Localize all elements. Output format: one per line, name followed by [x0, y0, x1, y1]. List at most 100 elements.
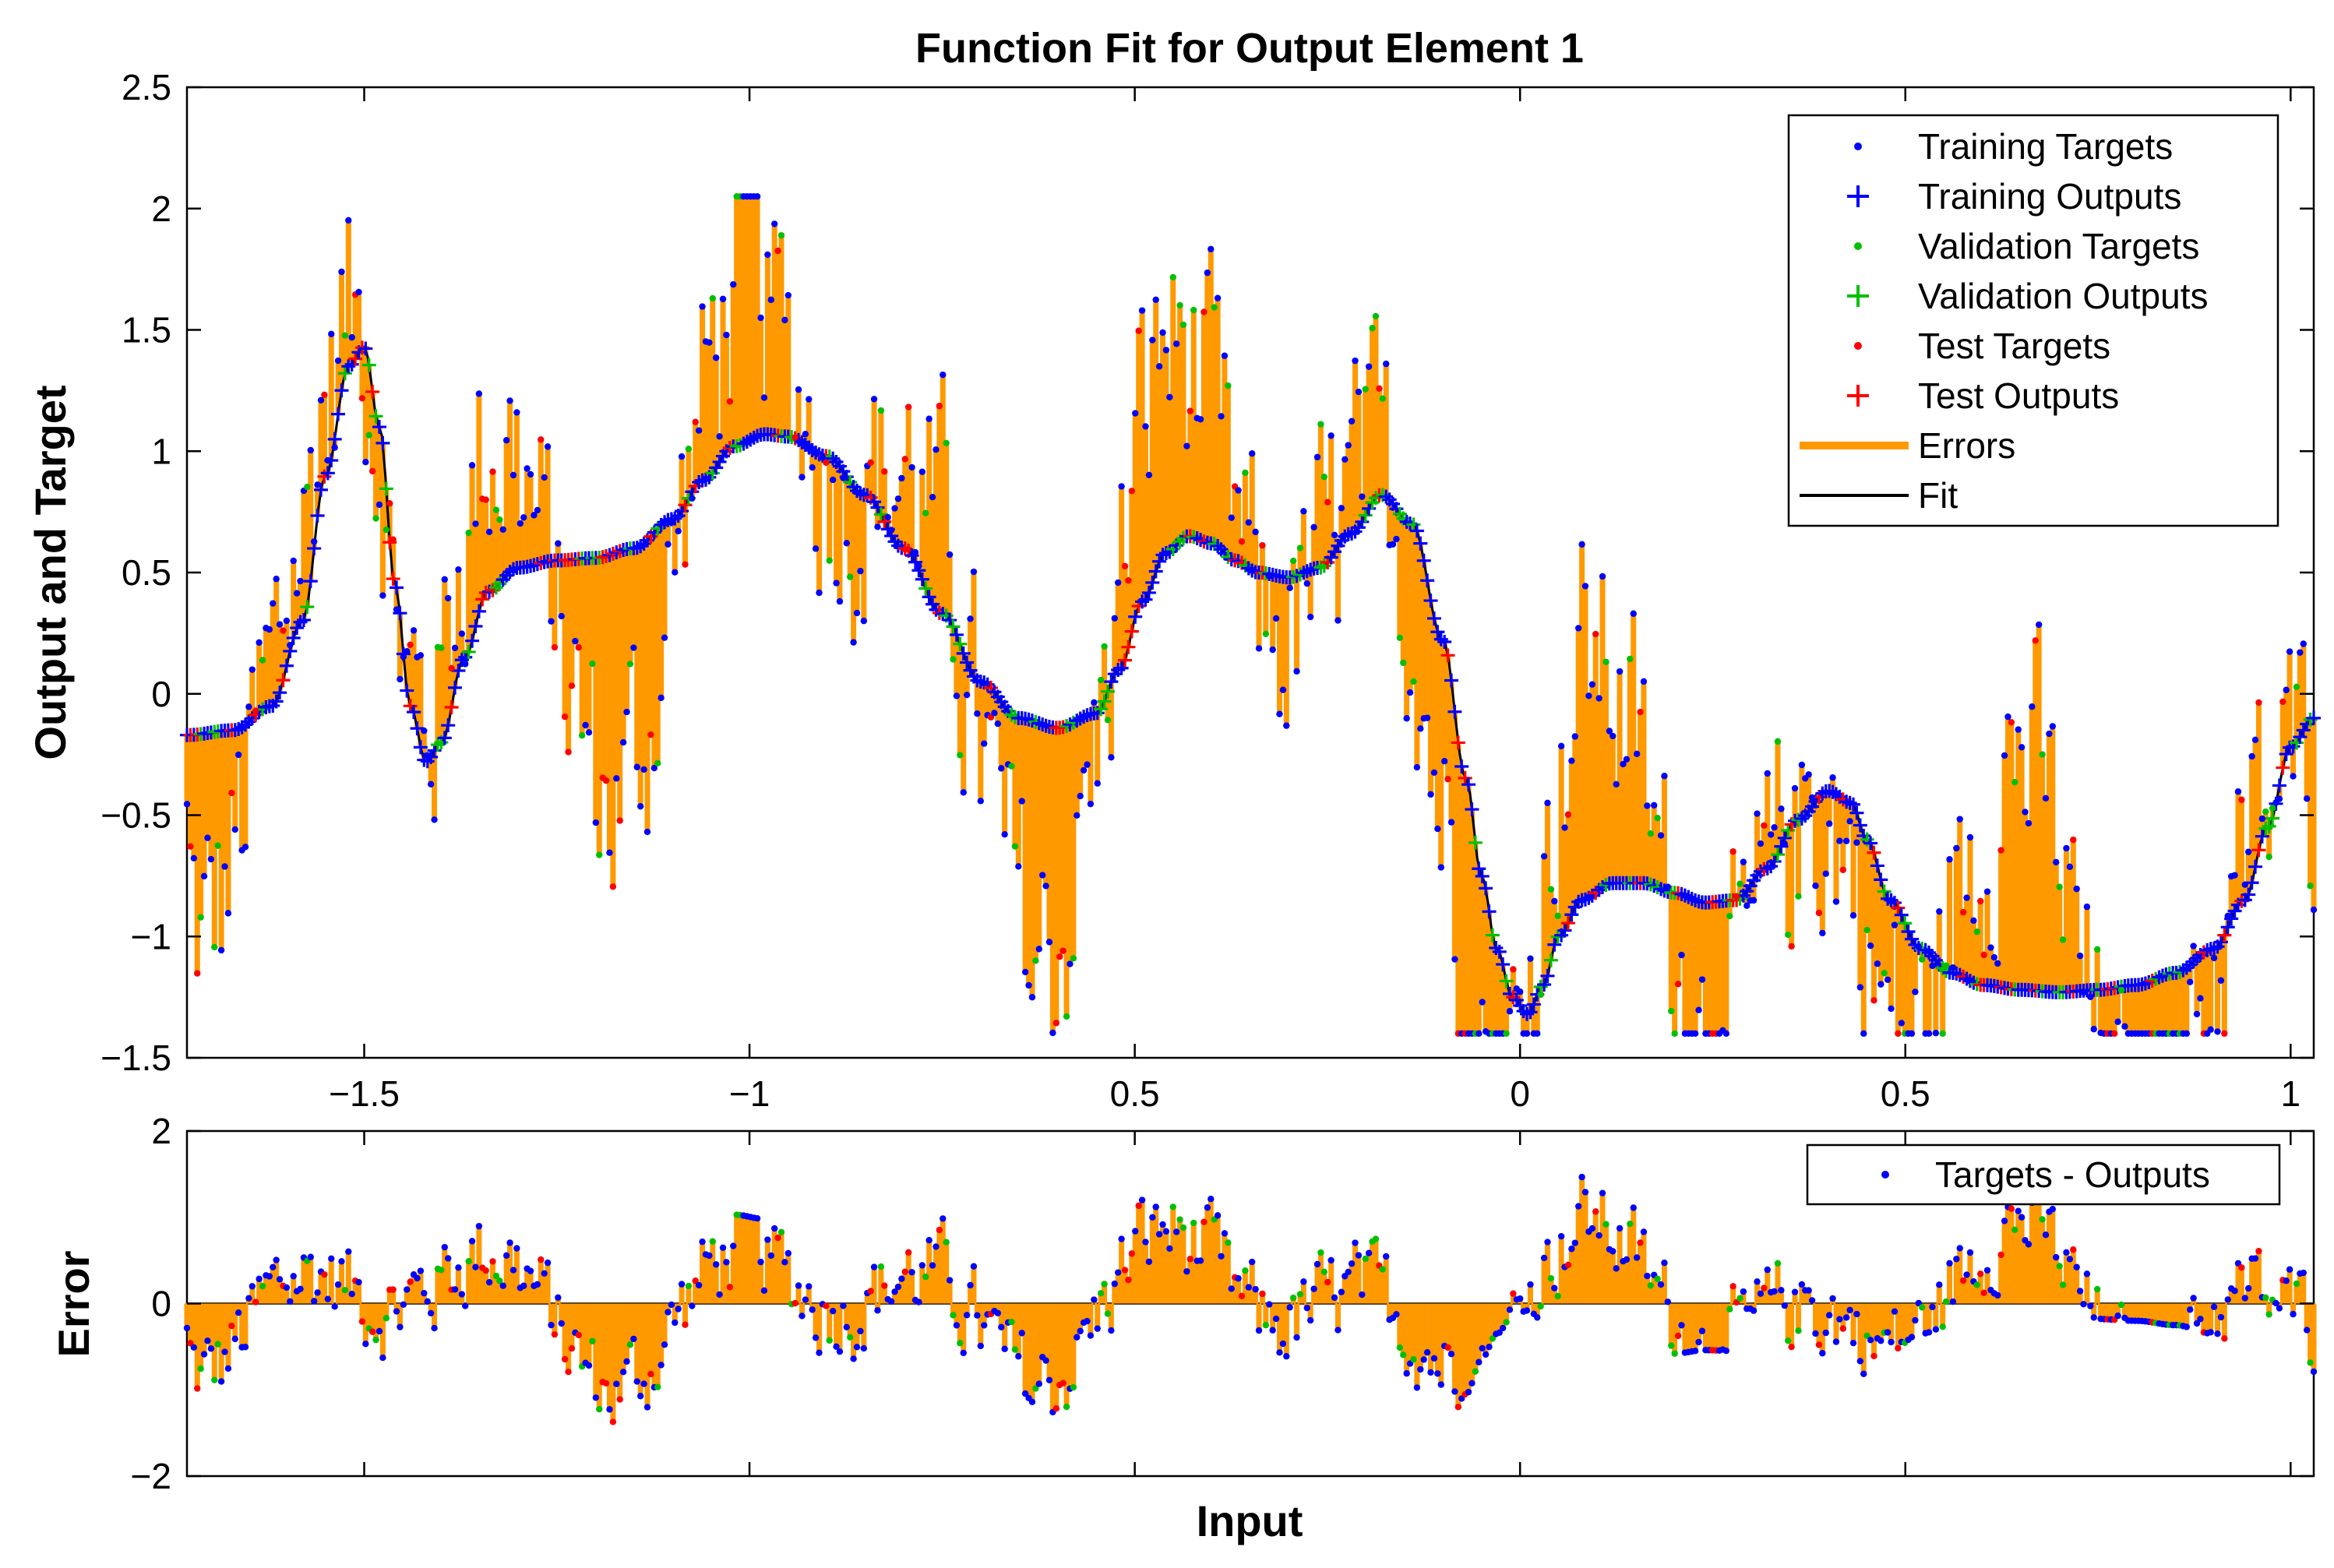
error-point: [2224, 1296, 2231, 1303]
train-output-marker: [1472, 862, 1486, 876]
error-point: [400, 1301, 407, 1309]
train-target-point: [1588, 681, 1596, 688]
val-output-marker: [2265, 811, 2280, 826]
train-target-point: [1829, 774, 1836, 781]
error-point: [1427, 1369, 1434, 1376]
test-target-point: [448, 664, 455, 672]
bottom-legend[interactable]: Targets - Outputs: [1806, 1143, 2281, 1206]
test-target-point: [2008, 719, 2015, 726]
test-target-point: [194, 970, 201, 977]
train-target-point: [891, 505, 898, 512]
error-point: [1860, 1370, 1867, 1377]
error-point: [1186, 1256, 1194, 1263]
train-target-point: [283, 617, 291, 625]
train-target-point: [183, 801, 191, 808]
val-target-point: [589, 660, 596, 668]
error-point: [1169, 1203, 1176, 1210]
train-target-point: [812, 545, 820, 552]
error-point: [2231, 1288, 2238, 1295]
error-point: [1221, 1230, 1229, 1237]
train-target-point: [509, 471, 517, 479]
error-point: [1070, 1383, 1077, 1391]
train-target-point: [1479, 999, 1486, 1006]
error-point: [1633, 1254, 1641, 1261]
error-point: [802, 1296, 809, 1303]
val-output-marker: [1468, 835, 1483, 850]
val-target-point: [1379, 395, 1386, 402]
error-point: [2093, 1285, 2101, 1293]
error-point: [1383, 1253, 1390, 1260]
error-point: [1640, 1228, 1648, 1235]
outputs-group: [180, 340, 2321, 1021]
error-point: [1929, 1303, 1936, 1311]
val-target-point: [1881, 970, 1888, 977]
train-target-point: [668, 519, 675, 526]
error-point: [1345, 1268, 1352, 1276]
top-legend[interactable]: Training Targets Training Outputs Validati…: [1787, 114, 2279, 527]
train-target-point: [1355, 388, 1363, 396]
error-point: [2241, 1295, 2248, 1302]
test-target-point: [1186, 407, 1194, 414]
train-target-point: [1430, 769, 1438, 777]
train-target-point: [974, 710, 981, 717]
error-point: [1125, 1276, 1132, 1284]
train-target-point: [417, 652, 425, 659]
error-point: [390, 1286, 397, 1293]
error-point: [183, 1324, 191, 1332]
error-point: [1355, 1252, 1363, 1259]
train-target-point: [2087, 993, 2094, 1001]
error-point: [379, 1354, 386, 1362]
train-target-point: [1359, 493, 1366, 500]
train-target-point: [1691, 1030, 1699, 1038]
error-point: [1334, 1327, 1342, 1334]
test-output-marker: [2217, 928, 2232, 943]
error-point: [355, 1278, 362, 1286]
train-output-marker: [1901, 924, 1916, 939]
val-target-point: [1795, 893, 1802, 900]
error-point: [561, 1355, 569, 1363]
test-target-point: [867, 459, 874, 467]
train-target-point: [362, 459, 369, 466]
error-point: [658, 1362, 665, 1369]
top-y-tick-label: −1: [131, 916, 171, 957]
test-target-point: [2032, 637, 2039, 644]
train-target-point: [1527, 955, 1534, 962]
train-target-point: [1342, 456, 1349, 463]
val-target-point: [1785, 931, 1792, 939]
error-point: [630, 1335, 637, 1343]
train-target-point: [527, 470, 534, 478]
top-y-tick-label: −1.5: [100, 1038, 171, 1078]
error-point: [1599, 1189, 1606, 1196]
error-point: [266, 1273, 273, 1280]
train-target-point: [1228, 514, 1235, 521]
error-point: [1936, 1281, 1943, 1288]
error-point: [1764, 1266, 1771, 1274]
error-point: [565, 1369, 572, 1376]
top-y-tick-label: 1.5: [122, 310, 171, 351]
error-point: [1152, 1203, 1159, 1210]
error-point: [404, 1286, 411, 1293]
val-target-point: [943, 439, 950, 447]
train-target-point: [293, 590, 301, 597]
error-point: [1042, 1357, 1049, 1364]
train-target-point: [963, 691, 971, 699]
train-target-point: [1698, 976, 1706, 983]
error-point: [1155, 1231, 1163, 1238]
error-point: [1819, 1350, 1826, 1357]
train-target-point: [1994, 960, 2001, 967]
val-target-point: [1736, 880, 1743, 887]
train-target-point: [393, 606, 400, 613]
error-point: [341, 1287, 349, 1294]
error-point: [314, 1289, 321, 1296]
train-target-point: [1932, 1030, 1940, 1037]
error-point: [1788, 1343, 1795, 1351]
bottom-y-axis-label: Error: [49, 1251, 98, 1358]
train-target-point: [1750, 897, 1758, 904]
error-point: [2283, 1277, 2290, 1284]
error-point: [1966, 1249, 1974, 1256]
test-target-point: [682, 561, 689, 568]
error-point: [2039, 1216, 2046, 1223]
train-target-point: [650, 764, 658, 772]
val-output-marker: [953, 636, 968, 651]
